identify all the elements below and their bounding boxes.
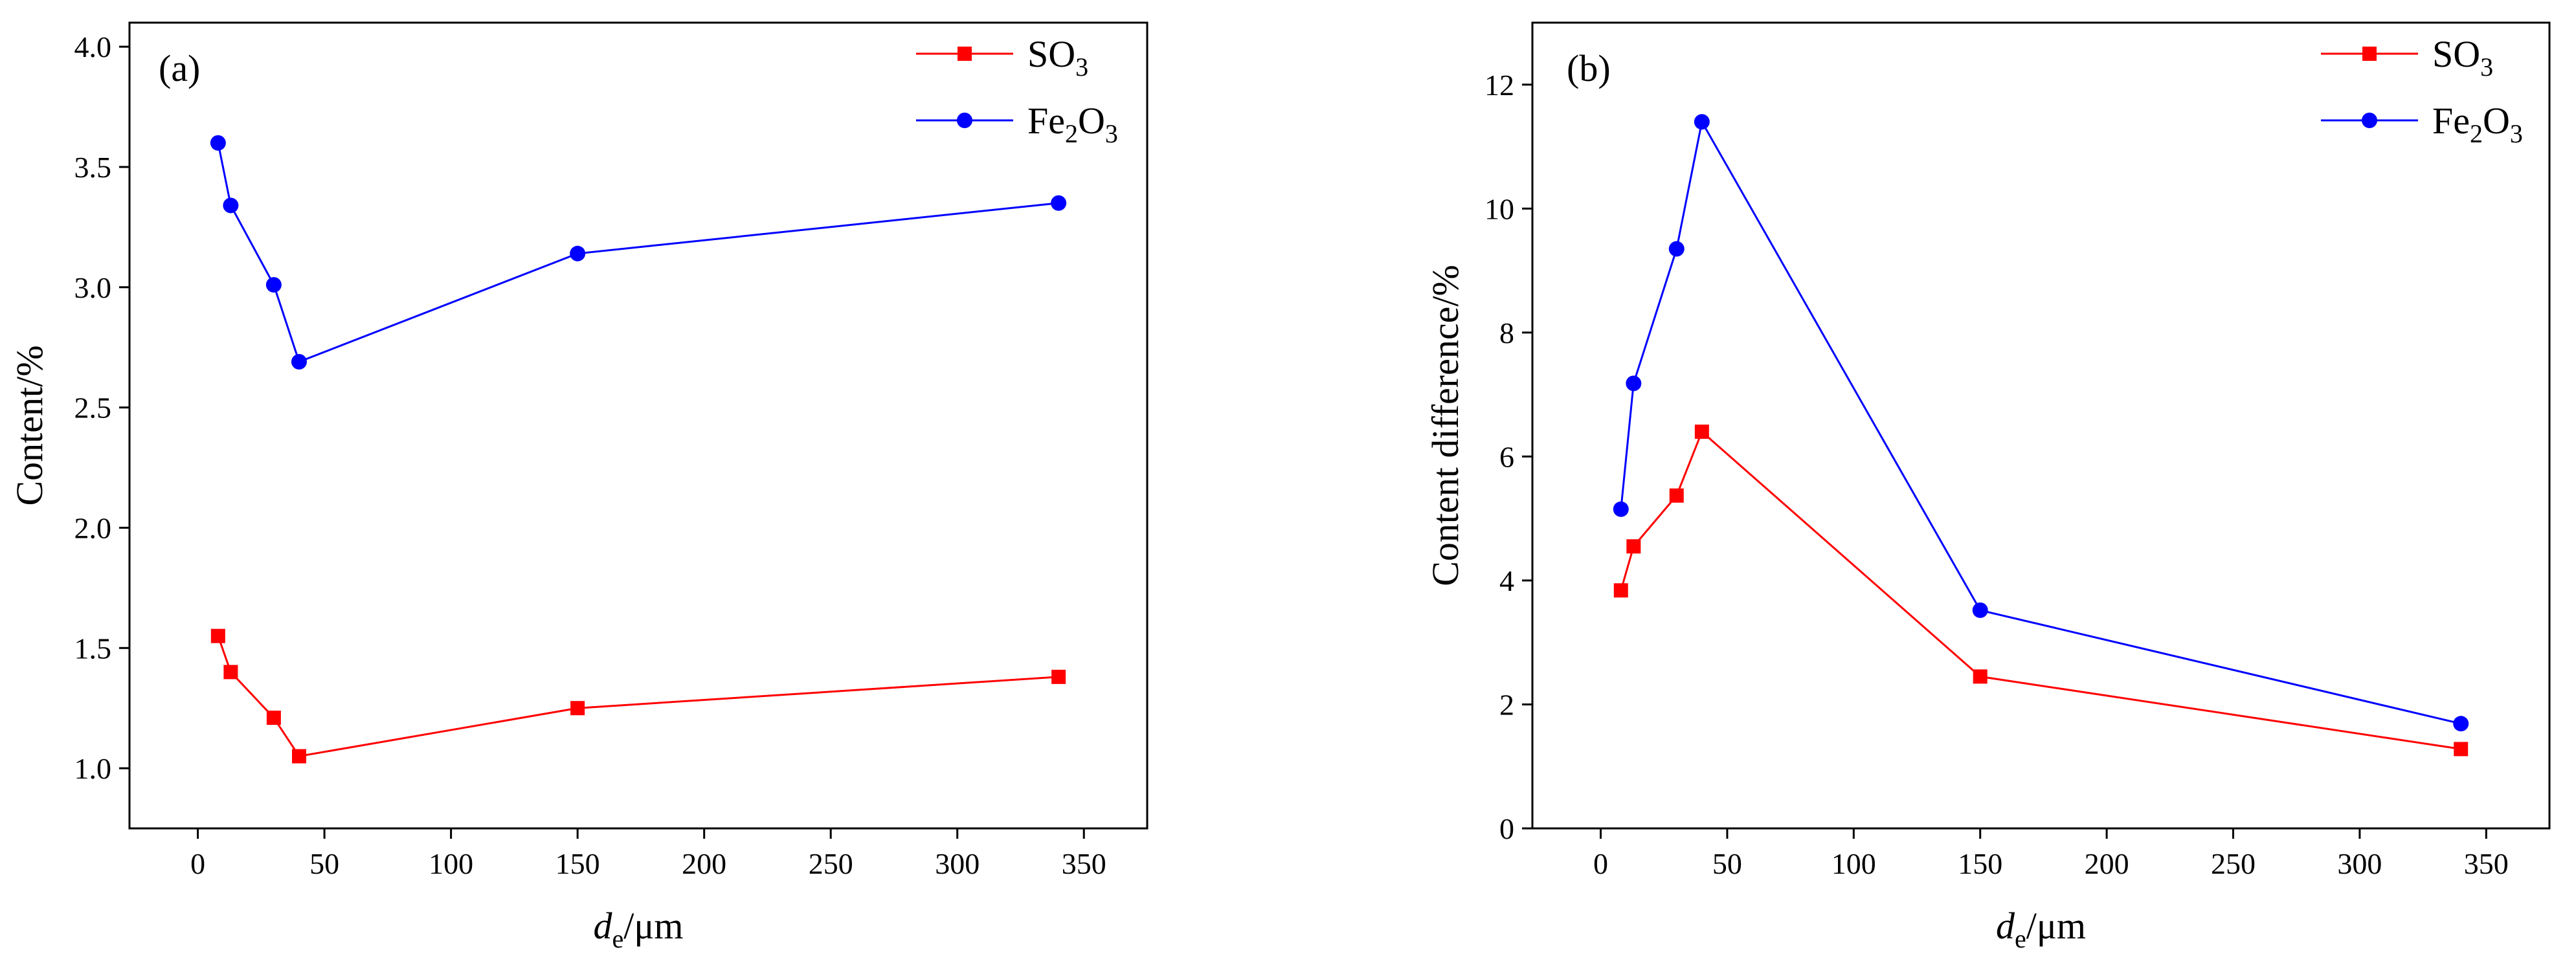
x-axis-subscript: e bbox=[612, 924, 623, 953]
data-point-so3 bbox=[292, 749, 306, 764]
x-tick-label: 0 bbox=[190, 847, 205, 880]
data-point-fe2o3 bbox=[223, 197, 239, 214]
legend-label-part: Fe bbox=[2432, 100, 2470, 142]
data-point-fe2o3 bbox=[1613, 501, 1629, 517]
plot-frame bbox=[128, 21, 1148, 830]
data-point-fe2o3 bbox=[1626, 375, 1642, 392]
x-tick-label: 150 bbox=[1958, 847, 2002, 880]
series-line-so3 bbox=[217, 636, 1059, 758]
x-tick-label: 50 bbox=[1712, 847, 1742, 880]
legend-label-subscript: 3 bbox=[2480, 52, 2493, 82]
x-tick-label: 200 bbox=[2085, 847, 2129, 880]
data-point-fe2o3 bbox=[1694, 114, 1710, 130]
y-axis-title: Content difference/% bbox=[1424, 265, 1466, 586]
y-tick-label: 1.0 bbox=[74, 752, 112, 785]
x-axis-symbol: d bbox=[1996, 905, 2015, 947]
x-tick-label: 300 bbox=[935, 847, 980, 880]
y-tick-label: 6 bbox=[1499, 440, 1514, 473]
legend-label-so3: SO3 bbox=[1027, 33, 1088, 82]
data-point-fe2o3 bbox=[291, 354, 307, 370]
data-point-fe2o3 bbox=[1972, 602, 1988, 618]
data-point-so3 bbox=[570, 701, 585, 716]
x-axis-subscript: e bbox=[2015, 924, 2026, 953]
x-tick-label: 350 bbox=[2464, 847, 2509, 880]
x-axis-title: de/μm bbox=[1996, 905, 2086, 953]
y-tick-label: 2.5 bbox=[74, 392, 112, 425]
legend-label-subscript: 3 bbox=[2510, 119, 2523, 148]
y-tick-label: 2 bbox=[1499, 688, 1514, 721]
legend-marker-so3 bbox=[2362, 47, 2377, 61]
x-tick-label: 100 bbox=[1831, 847, 1876, 880]
data-point-so3 bbox=[1051, 669, 1066, 684]
legend-marker-fe2o3 bbox=[957, 113, 972, 128]
legend-marker-so3 bbox=[958, 47, 972, 61]
data-point-so3 bbox=[1669, 488, 1684, 503]
legend-label-part: O bbox=[1078, 100, 1105, 142]
x-tick-label: 300 bbox=[2337, 847, 2382, 880]
y-tick-label: 3.0 bbox=[74, 271, 112, 304]
panel-label: (a) bbox=[159, 47, 200, 89]
data-point-so3 bbox=[1694, 425, 1709, 439]
legend-label-part: O bbox=[2483, 100, 2510, 142]
x-axis-unit: /μm bbox=[2026, 905, 2086, 947]
y-tick-label: 1.5 bbox=[74, 632, 112, 665]
y-tick-label: 4.0 bbox=[74, 30, 112, 63]
legend-label-subscript: 3 bbox=[1105, 119, 1118, 148]
legend-marker-fe2o3 bbox=[2362, 113, 2377, 128]
x-tick-label: 100 bbox=[429, 847, 473, 880]
data-point-fe2o3 bbox=[1668, 241, 1685, 257]
data-point-so3 bbox=[210, 628, 225, 643]
legend-label-fe2o3: Fe2O3 bbox=[1027, 100, 1118, 148]
y-tick-label: 12 bbox=[1484, 69, 1514, 102]
y-tick-label: 3.5 bbox=[74, 151, 112, 184]
legend-label-so3: SO3 bbox=[2432, 33, 2493, 82]
data-point-so3 bbox=[2454, 742, 2469, 757]
series-line-fe2o3 bbox=[1620, 118, 2461, 725]
plot-frame bbox=[1531, 21, 2551, 830]
data-point-fe2o3 bbox=[210, 135, 226, 151]
x-tick-label: 50 bbox=[309, 847, 339, 880]
legend-label-subscript: 3 bbox=[1075, 52, 1088, 82]
data-point-so3 bbox=[1973, 669, 1988, 684]
x-tick-label: 250 bbox=[2211, 847, 2256, 880]
x-tick-label: 350 bbox=[1062, 847, 1106, 880]
data-point-so3 bbox=[266, 711, 281, 725]
series-line-so3 bbox=[1620, 430, 2461, 750]
series-line-fe2o3 bbox=[217, 142, 1059, 363]
legend-label-part: Fe bbox=[1027, 100, 1065, 142]
legend-label-subscript: 2 bbox=[1065, 119, 1078, 148]
data-point-fe2o3 bbox=[265, 277, 282, 293]
x-tick-label: 250 bbox=[809, 847, 853, 880]
x-axis-title: de/μm bbox=[593, 905, 683, 953]
x-axis-symbol: d bbox=[593, 905, 612, 947]
data-point-fe2o3 bbox=[2453, 716, 2469, 732]
x-axis-unit: /μm bbox=[623, 905, 683, 947]
legend-label-fe2o3: Fe2O3 bbox=[2432, 100, 2523, 148]
data-point-fe2o3 bbox=[570, 245, 586, 261]
legend-label-part: SO bbox=[1027, 33, 1075, 75]
panel-a: 0 50 100 150 200 250 300 350 1.0 1.5 2.0 2.5 3.0 3.5 4… bbox=[8, 21, 1148, 953]
panel-label: (b) bbox=[1567, 47, 1611, 89]
data-point-so3 bbox=[1626, 539, 1641, 554]
legend-label-subscript: 2 bbox=[2470, 119, 2483, 148]
y-tick-label: 0 bbox=[1499, 812, 1514, 845]
data-point-fe2o3 bbox=[1051, 195, 1067, 211]
legend-label-part: SO bbox=[2432, 33, 2480, 75]
y-tick-label: 2.0 bbox=[74, 511, 112, 544]
y-tick-label: 8 bbox=[1499, 316, 1514, 349]
data-point-so3 bbox=[1613, 583, 1628, 598]
x-tick-label: 150 bbox=[555, 847, 600, 880]
x-tick-label: 0 bbox=[1593, 847, 1608, 880]
data-point-so3 bbox=[223, 665, 238, 680]
y-tick-label: 10 bbox=[1484, 192, 1514, 225]
panel-b: 0 50 100 150 200 250 300 350 0 2 4 6 8 10 12 de/μm Conte… bbox=[1424, 21, 2551, 953]
y-tick-label: 4 bbox=[1499, 564, 1514, 597]
x-tick-label: 200 bbox=[682, 847, 726, 880]
y-axis-title: Content/% bbox=[8, 345, 50, 505]
